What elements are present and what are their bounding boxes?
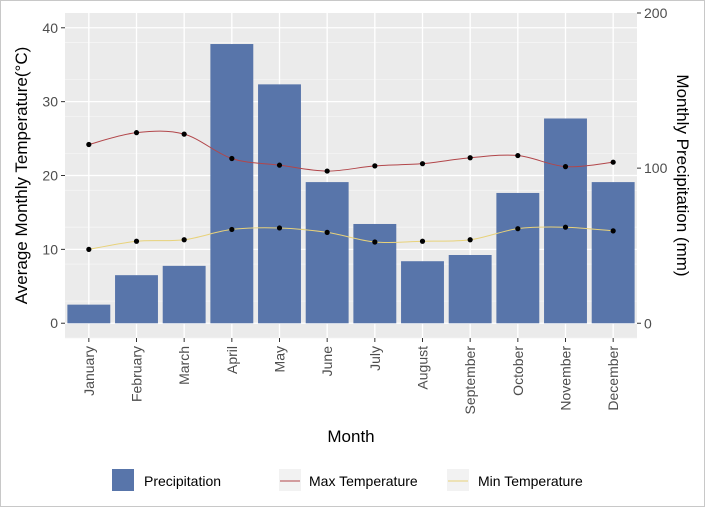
precipitation-bar bbox=[496, 192, 540, 324]
y-tick-label: 10 bbox=[42, 241, 58, 257]
x-tick-label: April bbox=[224, 346, 240, 374]
max-temperature-point bbox=[181, 131, 187, 137]
max-temperature-point bbox=[276, 162, 283, 168]
x-tick-label: September bbox=[462, 346, 478, 415]
min-temperature-point bbox=[419, 238, 426, 244]
max-temperature-point bbox=[515, 152, 521, 159]
x-tick-label: November bbox=[558, 346, 574, 411]
y-tick-label: 30 bbox=[42, 94, 58, 110]
minor-gridlines bbox=[65, 42, 637, 339]
precipitation-bar bbox=[162, 265, 206, 324]
legend: Precipitation Max Temperature Min Temper… bbox=[112, 469, 583, 491]
y2-tick-label: 0 bbox=[644, 315, 652, 331]
legend-label-max-temperature: Max Temperature bbox=[309, 473, 418, 489]
x-tick-label: August bbox=[415, 346, 431, 390]
y2-tick-label: 100 bbox=[644, 160, 668, 176]
y-tick-label: 0 bbox=[50, 315, 58, 331]
legend-key-max-temperature bbox=[279, 469, 301, 491]
min-temperature-point bbox=[467, 237, 473, 243]
legend-key-min-temperature bbox=[447, 469, 469, 491]
precipitation-bar bbox=[544, 118, 587, 324]
y2-axis-title: Monthly Precipitation (mm) bbox=[673, 74, 692, 276]
legend-label-min-temperature: Min Temperature bbox=[478, 473, 583, 489]
min-temperature-point bbox=[181, 237, 187, 243]
x-tick-label: July bbox=[367, 346, 383, 371]
max-temperature-point bbox=[562, 164, 569, 170]
max-temperature-point bbox=[324, 168, 330, 174]
max-temperature-point bbox=[467, 155, 473, 161]
precipitation-bar bbox=[115, 275, 158, 324]
x-axis-title: Month bbox=[327, 427, 374, 446]
x-tick-label: February bbox=[129, 346, 145, 402]
precipitation-bar bbox=[448, 255, 492, 324]
min-temperature-point bbox=[229, 226, 235, 233]
axes: 0 10 20 30 40 January February March April May Jun… bbox=[42, 5, 667, 414]
x-tick-label: March bbox=[176, 346, 192, 385]
precipitation-bar bbox=[591, 182, 635, 324]
max-temperature-point bbox=[372, 163, 378, 169]
x-tick-label: May bbox=[272, 346, 288, 372]
x-tick-label: June bbox=[319, 346, 335, 377]
y-tick-label: 20 bbox=[42, 168, 58, 184]
precipitation-bar bbox=[353, 223, 397, 324]
min-temperature-point bbox=[324, 229, 330, 235]
min-temperature-point bbox=[610, 228, 616, 234]
precipitation-bar bbox=[305, 182, 349, 324]
max-temperature-point bbox=[86, 141, 92, 148]
legend-swatch-precipitation bbox=[112, 469, 134, 491]
x-tick-label: October bbox=[510, 346, 526, 396]
x-tick-label: January bbox=[81, 346, 97, 396]
max-temperature-point bbox=[133, 130, 140, 136]
temperature-lines bbox=[86, 130, 616, 252]
legend-label-precipitation: Precipitation bbox=[144, 473, 221, 489]
max-temperature-point bbox=[229, 155, 235, 162]
y-tick-label: 40 bbox=[42, 20, 58, 36]
precipitation-bar bbox=[401, 261, 444, 324]
min-temperature-point bbox=[562, 224, 569, 230]
precipitation-bar bbox=[258, 84, 301, 324]
x-tick-label: December bbox=[605, 346, 621, 411]
precipitation-bar bbox=[210, 44, 254, 324]
min-temperature-line bbox=[88, 226, 614, 250]
y-axis-title: Average Monthly Temperature(°C) bbox=[12, 47, 31, 305]
max-temperature-point bbox=[419, 161, 426, 167]
y2-tick-label: 200 bbox=[644, 5, 668, 21]
min-temperature-point bbox=[515, 226, 521, 232]
min-temperature-point bbox=[372, 239, 378, 245]
min-temperature-point bbox=[133, 238, 140, 244]
precipitation-bar bbox=[67, 304, 111, 324]
max-temperature-point bbox=[610, 159, 616, 165]
max-temperature-line bbox=[88, 130, 614, 172]
min-temperature-point bbox=[276, 225, 283, 231]
min-temperature-point bbox=[86, 246, 92, 252]
